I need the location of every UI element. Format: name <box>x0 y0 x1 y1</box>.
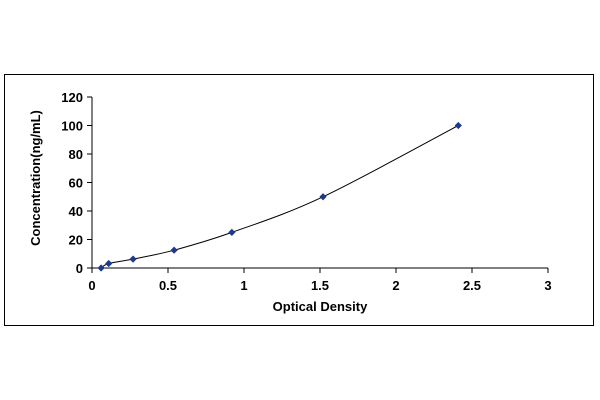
y-tick-label: 20 <box>69 233 83 248</box>
data-point-marker <box>319 193 327 201</box>
data-point-marker <box>129 255 137 263</box>
y-tick-label: 40 <box>69 204 83 219</box>
y-tick-label: 100 <box>61 119 83 134</box>
data-point-marker <box>454 121 462 130</box>
x-tick-label: 2 <box>392 278 399 293</box>
axes <box>91 97 548 269</box>
y-tick-label: 60 <box>69 176 83 191</box>
y-ticks: 0 20 40 60 80 100 120 <box>61 90 92 276</box>
x-tick-label: 2.5 <box>463 278 481 293</box>
x-tick-label: 0.5 <box>159 278 177 293</box>
y-tick-label: 0 <box>76 261 83 276</box>
data-point-marker <box>97 264 105 272</box>
y-tick-label: 80 <box>69 147 83 162</box>
data-point-marker <box>228 228 236 236</box>
y-axis-title: Concentration(ng/mL) <box>28 110 43 246</box>
x-axis-title: Optical Density <box>273 299 368 314</box>
x-tick-label: 1 <box>240 278 247 293</box>
data-point-marker <box>170 246 178 254</box>
data-point-marker <box>105 259 113 268</box>
fit-curve <box>100 125 459 269</box>
x-tick-label: 1.5 <box>311 278 329 293</box>
data-points <box>97 121 462 272</box>
x-tick-label: 3 <box>544 278 551 293</box>
y-tick-label: 120 <box>61 90 83 105</box>
chart-frame <box>4 74 594 326</box>
x-ticks: 0 0.5 1 1.5 2 2.5 3 <box>88 268 552 293</box>
x-tick-label: 0 <box>88 278 95 293</box>
